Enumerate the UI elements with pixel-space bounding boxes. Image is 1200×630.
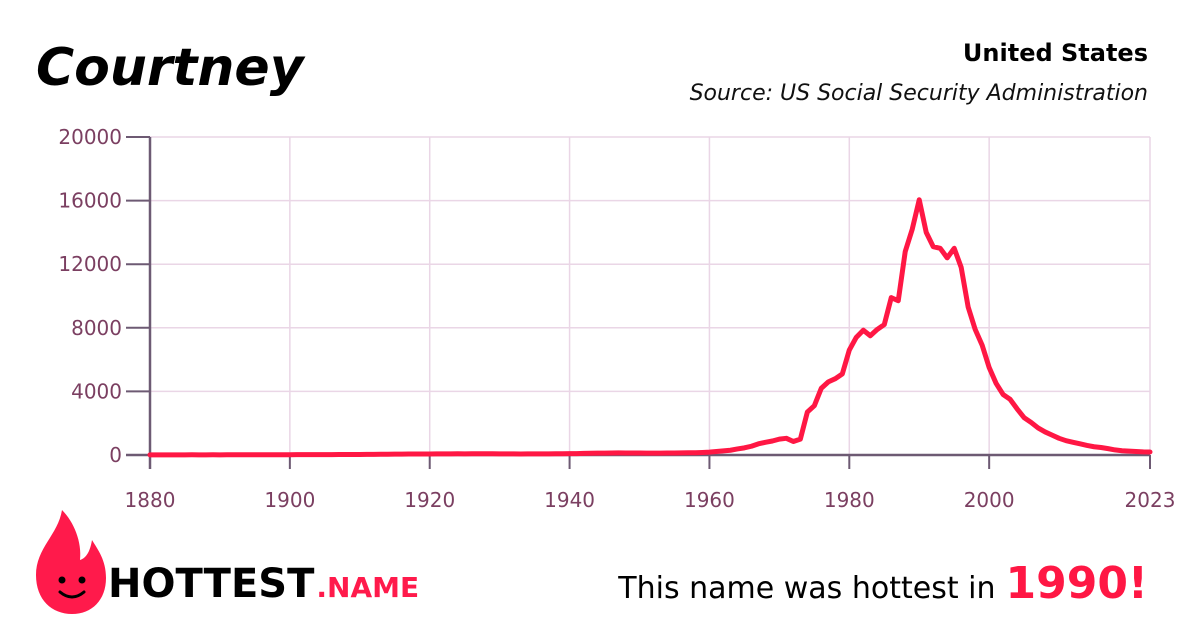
logo-text: HOTTEST xyxy=(108,561,315,607)
x-tick-label: 1980 xyxy=(824,488,875,512)
y-tick-label: 16000 xyxy=(58,189,122,213)
logo-eye xyxy=(58,576,66,584)
hottest-year: 1990! xyxy=(1005,558,1148,609)
logo-eye xyxy=(78,576,86,584)
y-tick-label: 8000 xyxy=(71,316,122,340)
chart-title: Courtney xyxy=(36,38,306,98)
chart-source: Source: US Social Security Administratio… xyxy=(690,81,1148,106)
logo-smile xyxy=(58,590,86,599)
chart-subtitle: United States xyxy=(963,39,1148,67)
logo: HOTTEST .NAME xyxy=(36,510,419,614)
plot-area: 0 4000 8000 12000 16000 20000 1880 1900 1920 1940… xyxy=(58,125,1175,512)
x-tick-label: 1920 xyxy=(404,488,455,512)
x-tick-label: 2023 xyxy=(1125,488,1176,512)
hottest-text: This name was hottest in xyxy=(617,571,995,606)
x-tick-label: 1940 xyxy=(544,488,595,512)
logo-suffix: .NAME xyxy=(316,571,419,604)
data-line xyxy=(147,197,1153,458)
y-tick-label: 12000 xyxy=(58,252,122,276)
x-tick-label: 1960 xyxy=(684,488,735,512)
x-tick-label: 1900 xyxy=(264,488,315,512)
x-tick-label: 1880 xyxy=(125,488,176,512)
y-tick-label: 4000 xyxy=(71,379,122,403)
x-tick-label: 2000 xyxy=(964,488,1015,512)
logo-flame xyxy=(36,510,106,614)
y-tick-label: 0 xyxy=(109,443,122,467)
y-tick-label: 20000 xyxy=(58,125,122,149)
